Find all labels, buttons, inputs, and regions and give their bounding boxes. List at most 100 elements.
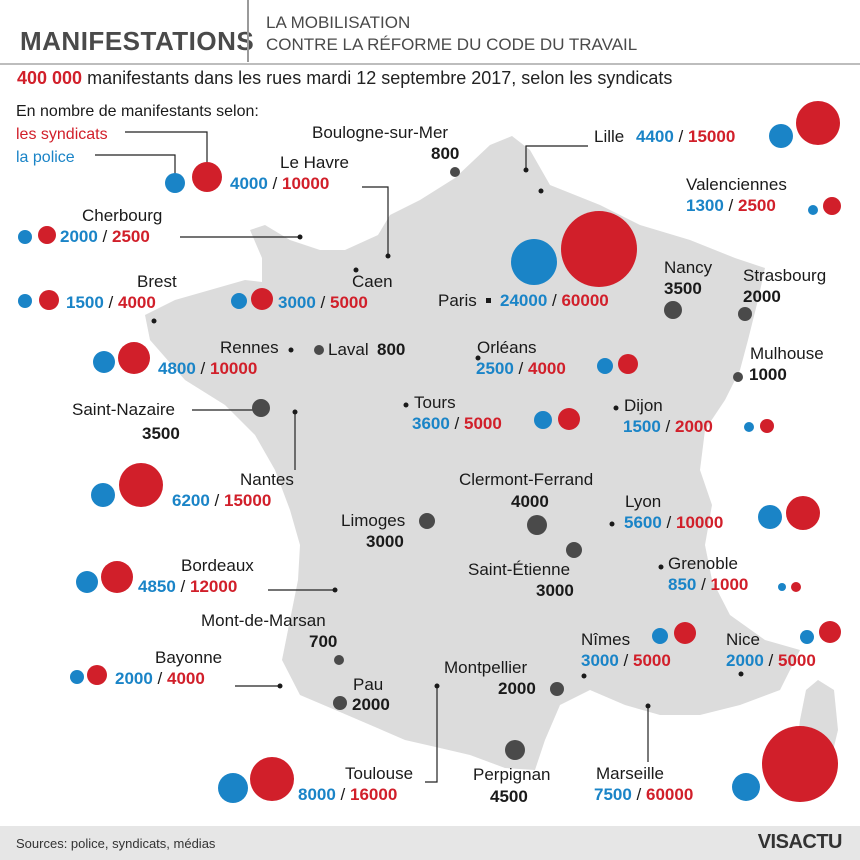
point-orleans bbox=[475, 355, 481, 361]
city-values-nimes: 3000 / 5000 bbox=[581, 651, 671, 670]
police-legend-circle bbox=[165, 173, 185, 193]
city-label-toulouse: Toulouse bbox=[345, 764, 414, 783]
city-values-valenciennes: 1300 / 2500 bbox=[686, 196, 776, 215]
city-values-bordeaux: 4850 / 12000 bbox=[138, 577, 238, 596]
union-circle-paris bbox=[561, 211, 637, 287]
france-mainland-shape bbox=[145, 136, 800, 770]
point-caen bbox=[353, 267, 359, 273]
point-lille bbox=[523, 167, 529, 173]
sources-text: Sources: police, syndicats, médias bbox=[16, 836, 216, 851]
police-circle-dijon bbox=[744, 422, 754, 432]
city-label-lille: Lille bbox=[594, 127, 625, 146]
dot-clermont bbox=[527, 515, 547, 535]
city-count-montpellier: 2000 bbox=[498, 679, 536, 698]
city-label-dijon: Dijon bbox=[624, 396, 663, 415]
point-bayonne bbox=[277, 683, 283, 689]
city-label-boulogne: Boulogne-sur-Mer bbox=[312, 123, 449, 142]
city-values-grenoble: 850 / 1000 bbox=[668, 575, 749, 594]
police-circle-nantes bbox=[91, 483, 115, 507]
city-count-montdemarsan: 700 bbox=[309, 632, 338, 651]
union-circle-nantes bbox=[119, 463, 163, 507]
city-values-toulouse: 8000 / 16000 bbox=[298, 785, 398, 804]
point-grenoble bbox=[658, 564, 664, 570]
police-circle-lyon bbox=[758, 505, 782, 529]
point-nice bbox=[738, 671, 744, 677]
union-legend-circle bbox=[192, 162, 222, 192]
city-label-limoges: Limoges bbox=[341, 511, 406, 530]
headline-total: 400 000 bbox=[17, 68, 83, 88]
leader-lines bbox=[95, 131, 649, 783]
police-circle-toulouse bbox=[218, 773, 248, 803]
point-lyon bbox=[609, 521, 615, 527]
city-label-bayonne: Bayonne bbox=[155, 648, 223, 667]
city-values-lehavre: 4000 / 10000 bbox=[230, 174, 330, 193]
dot-perpignan bbox=[505, 740, 525, 760]
city-label-perpignan: Perpignan bbox=[473, 765, 551, 784]
city-label-nice: Nice bbox=[726, 630, 761, 649]
point-lehavre bbox=[385, 253, 391, 259]
dot-pau bbox=[333, 696, 347, 710]
point-cherbourg bbox=[297, 234, 303, 240]
city-count-boulogne: 800 bbox=[431, 144, 460, 163]
city-label-pau: Pau bbox=[353, 675, 384, 694]
subtitle-line-2: CONTRE LA RÉFORME DU CODE DU TRAVAIL bbox=[266, 35, 638, 54]
legend: En nombre de manifestants selon: les syn… bbox=[16, 100, 259, 169]
police-circle-orleans bbox=[597, 358, 613, 374]
police-circle-paris bbox=[511, 239, 557, 285]
police-circle-valenciennes bbox=[808, 205, 818, 215]
point-bordeaux bbox=[332, 587, 338, 593]
union-circle-nimes bbox=[674, 622, 696, 644]
police-circle-brest bbox=[18, 294, 32, 308]
point-nimes bbox=[581, 673, 587, 679]
dot-strasbourg bbox=[738, 307, 752, 321]
police-circle-cherbourg bbox=[18, 230, 32, 244]
city-label-nimes: Nîmes bbox=[581, 630, 631, 649]
point-paris bbox=[486, 298, 491, 303]
city-count-nancy: 3500 bbox=[664, 279, 702, 298]
header-separator bbox=[247, 0, 249, 62]
point-marseille bbox=[645, 703, 651, 709]
city-label-valenciennes: Valenciennes bbox=[686, 175, 787, 194]
point-tours bbox=[403, 402, 409, 408]
city-values-nice: 2000 / 5000 bbox=[726, 651, 816, 670]
city-values-lyon: 5600 / 10000 bbox=[624, 513, 724, 532]
city-label-strasbourg: Strasbourg bbox=[743, 266, 827, 285]
city-label-montdemarsan: Mont-de-Marsan bbox=[201, 611, 326, 630]
police-circle-rennes bbox=[93, 351, 115, 373]
city-values-tours: 3600 / 5000 bbox=[412, 414, 502, 433]
city-label-caen: Caen bbox=[352, 272, 393, 291]
city-label-laval: Laval bbox=[328, 340, 369, 359]
union-circle-lille bbox=[796, 101, 840, 145]
union-circle-lyon bbox=[786, 496, 820, 530]
page-title: MANIFESTATIONS bbox=[20, 26, 255, 56]
city-count-mulhouse: 1000 bbox=[749, 365, 787, 384]
city-label-stetienne: Saint-Étienne bbox=[468, 560, 571, 579]
union-circle-grenoble bbox=[791, 582, 801, 592]
subtitle-line-1: LA MOBILISATION bbox=[266, 13, 411, 32]
police-circle-marseille bbox=[732, 773, 760, 801]
leader-legend-unions bbox=[125, 131, 208, 170]
city-label-nantes: Nantes bbox=[240, 470, 294, 489]
union-circle-tours bbox=[558, 408, 580, 430]
city-label-mulhouse: Mulhouse bbox=[750, 344, 824, 363]
header-divider bbox=[0, 63, 860, 65]
union-circle-bayonne bbox=[87, 665, 107, 685]
page-subtitle: LA MOBILISATION CONTRE LA RÉFORME DU COD… bbox=[266, 12, 637, 56]
police-circle-nice bbox=[800, 630, 814, 644]
union-circle-marseille bbox=[762, 726, 838, 802]
point-toulouse bbox=[434, 683, 440, 689]
dot-stetienne bbox=[566, 542, 582, 558]
city-values-bayonne: 2000 / 4000 bbox=[115, 669, 205, 688]
union-circle-cherbourg bbox=[38, 226, 56, 244]
headline-text: manifestants dans les rues mardi 12 sept… bbox=[82, 68, 673, 88]
city-count-clermont: 4000 bbox=[511, 492, 549, 511]
union-circle-rennes bbox=[118, 342, 150, 374]
leader-toulouse bbox=[425, 686, 438, 783]
city-label-nancy: Nancy bbox=[664, 258, 713, 277]
union-circle-brest bbox=[39, 290, 59, 310]
city-label-bordeaux: Bordeaux bbox=[181, 556, 254, 575]
city-label-cherbourg: Cherbourg bbox=[82, 206, 163, 225]
leader-legend-police bbox=[95, 154, 176, 180]
union-circle-valenciennes bbox=[823, 197, 841, 215]
